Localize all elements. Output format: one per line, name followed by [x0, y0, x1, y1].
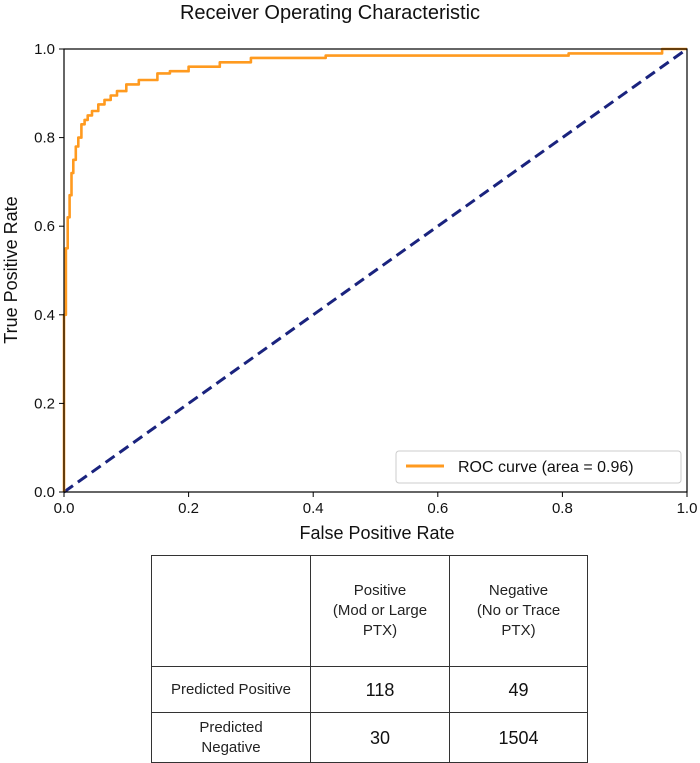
cell-true-negative: 1504	[449, 712, 588, 763]
chart-title: Receiver Operating Characteristic	[180, 2, 480, 24]
cell-true-positive: 118	[310, 666, 450, 713]
cell-false-negative: 30	[310, 712, 450, 763]
col-header-positive: Positive (Mod or Large PTX)	[310, 555, 450, 667]
x-tick-label: 0.4	[303, 500, 324, 517]
y-tick-label: 0.0	[34, 484, 55, 501]
table-header-row: Positive (Mod or Large PTX) Negative (No…	[151, 555, 588, 667]
y-tick-label: 0.8	[34, 130, 55, 147]
x-tick-label: 0.6	[427, 500, 448, 517]
y-tick-label: 0.2	[34, 395, 55, 412]
legend: ROC curve (area = 0.96)	[395, 450, 682, 484]
x-axis-label: False Positive Rate	[299, 523, 454, 543]
table-corner-cell	[151, 555, 311, 667]
row-header-predicted-positive: Predicted Positive	[151, 666, 311, 713]
cell-false-positive: 49	[449, 666, 588, 713]
y-axis-label: True Positive Rate	[1, 196, 21, 343]
plot-frame	[63, 48, 688, 493]
chance-diagonal-line	[63, 47, 688, 494]
y-tick-label: 0.6	[34, 218, 55, 235]
roc-curve-line	[62, 47, 687, 492]
y-tick-label: 1.0	[34, 41, 55, 58]
x-tick-label: 0.8	[552, 500, 573, 517]
table-row-predicted-negative: Predicted Negative 30 1504	[151, 712, 588, 763]
y-tick-label: 0.4	[34, 307, 55, 324]
x-tick-label: 1.0	[677, 500, 698, 517]
col-header-negative: Negative (No or Trace PTX)	[449, 555, 588, 667]
row-header-predicted-negative: Predicted Negative	[151, 712, 311, 763]
legend-box	[395, 450, 682, 484]
confusion-matrix-table: Positive (Mod or Large PTX) Negative (No…	[151, 555, 588, 763]
legend-label: ROC curve (area = 0.96)	[458, 459, 634, 476]
table-row-predicted-positive: Predicted Positive 118 49	[151, 666, 588, 713]
x-tick-label: 0.2	[178, 500, 199, 517]
x-tick-label: 0.0	[54, 500, 75, 517]
roc-chart: Receiver Operating Characteristic 0.0 0.2…	[1, 2, 698, 543]
